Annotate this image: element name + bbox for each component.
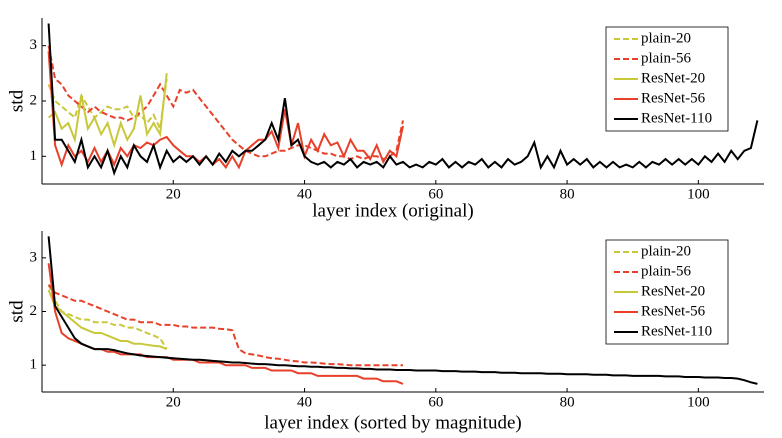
y-axis-label: std xyxy=(6,89,27,112)
y-tick-label: 1 xyxy=(30,357,38,373)
y-tick-label: 3 xyxy=(30,37,38,53)
x-tick-label: 100 xyxy=(687,186,710,202)
x-tick-label: 40 xyxy=(297,394,312,410)
x-tick-label: 40 xyxy=(297,186,312,202)
legend-label: ResNet-56 xyxy=(641,90,706,106)
y-tick-label: 2 xyxy=(30,303,38,319)
series-line xyxy=(47,284,403,367)
legend-label: plain-56 xyxy=(641,263,691,279)
legend-label: ResNet-20 xyxy=(641,70,705,86)
series-line xyxy=(47,51,404,170)
y-tick-label: 1 xyxy=(30,148,38,164)
x-tick-label: 80 xyxy=(560,394,575,410)
x-axis-label: layer index (sorted by magnitude) xyxy=(264,412,521,433)
legend-label: ResNet-110 xyxy=(641,323,712,339)
series-line xyxy=(47,23,759,176)
x-tick-label: 60 xyxy=(428,186,443,202)
x-tick-label: 20 xyxy=(166,394,181,410)
series-line xyxy=(47,236,758,385)
x-tick-label: 20 xyxy=(166,186,181,202)
legend-label: ResNet-110 xyxy=(641,110,712,126)
x-tick-label: 60 xyxy=(428,394,443,410)
y-tick-label: 2 xyxy=(30,92,38,108)
series-line xyxy=(47,284,168,350)
series-line xyxy=(47,263,404,385)
y-tick-label: 3 xyxy=(30,249,38,265)
legend-label: ResNet-20 xyxy=(641,283,705,299)
y-axis-label: std xyxy=(6,300,27,323)
legend-label: plain-20 xyxy=(641,243,691,259)
series-line xyxy=(47,73,168,149)
series-line xyxy=(47,78,168,133)
series-line xyxy=(47,289,168,351)
legend-label: ResNet-56 xyxy=(641,303,706,319)
legend-label: plain-56 xyxy=(641,50,691,66)
legend-label: plain-20 xyxy=(641,30,691,46)
x-tick-label: 100 xyxy=(687,394,710,410)
x-axis-label: layer index (original) xyxy=(312,200,473,221)
x-tick-label: 80 xyxy=(560,186,575,202)
